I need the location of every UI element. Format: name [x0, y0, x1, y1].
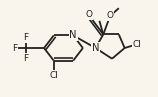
- Text: Cl: Cl: [49, 71, 58, 80]
- Text: N: N: [69, 30, 77, 40]
- Text: N: N: [92, 43, 99, 53]
- Text: O: O: [85, 10, 92, 19]
- Text: F: F: [23, 54, 28, 63]
- Text: Cl: Cl: [133, 40, 142, 49]
- Text: O: O: [107, 11, 114, 20]
- Text: F: F: [12, 44, 17, 52]
- Text: F: F: [23, 33, 28, 42]
